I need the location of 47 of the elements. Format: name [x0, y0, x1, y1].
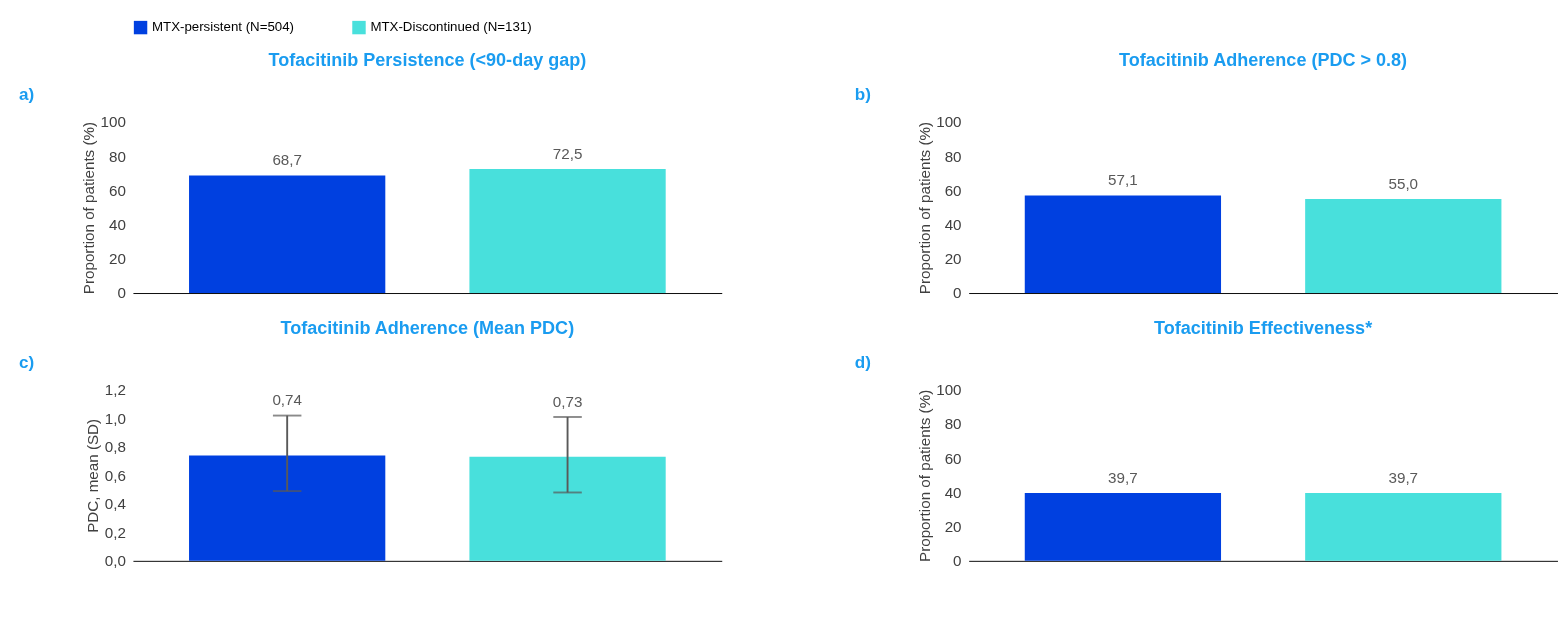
y-axis-title: PDC, mean (SD) [84, 418, 102, 533]
data-label: 55,0 [1388, 174, 1419, 192]
y-tick-label: 60 [944, 181, 962, 199]
chart-title: Tofacitinib Persistence (<90-day gap) [268, 50, 587, 71]
y-tick-label: 40 [944, 215, 962, 233]
y-axis-title: Proportion of patients (%) [915, 389, 933, 562]
y-tick-label: 100 [100, 113, 126, 131]
chart-title: Tofacitinib Adherence (PDC > 0.8) [1119, 50, 1408, 71]
y-tick-label: 80 [108, 147, 126, 165]
y-tick-label: 0 [953, 284, 962, 302]
y-tick-label: 60 [108, 181, 126, 199]
data-label: 57,1 [1108, 170, 1138, 188]
y-tick-label: 0,8 [104, 438, 126, 456]
y-tick-label: 20 [944, 250, 962, 268]
y-tick-label: 0,6 [104, 466, 126, 484]
data-label: 0,74 [272, 391, 302, 409]
chart-title: Tofacitinib Adherence (Mean PDC) [280, 317, 575, 338]
y-axis-title: Proportion of patients (%) [915, 121, 933, 295]
y-tick-label: 100 [936, 113, 962, 131]
y-tick-label: 20 [108, 250, 126, 268]
text: c) [18, 353, 35, 373]
y-tick-label: 0,2 [104, 523, 126, 541]
y-tick-label: 0,4 [104, 495, 126, 513]
y-tick-label: 100 [936, 381, 962, 399]
legend-label: MTX-Discontinued (N=131) [370, 19, 532, 35]
y-tick-label: 1,2 [104, 381, 126, 399]
y-tick-label: 0 [117, 284, 126, 302]
text: d) [854, 353, 871, 373]
y-axis-title: Proportion of patients (%) [79, 121, 97, 295]
y-tick-label: 0,0 [104, 552, 126, 570]
data-label: 39,7 [1388, 468, 1419, 486]
legend-label: MTX-persistent (N=504) [151, 19, 295, 35]
text: b) [854, 85, 871, 105]
data-label: 39,7 [1108, 468, 1138, 486]
y-tick-label: 0 [953, 552, 962, 570]
y-tick-label: 40 [108, 215, 126, 233]
y-tick-label: 40 [944, 483, 962, 501]
y-tick-label: 60 [944, 449, 962, 467]
data-label: 0,73 [552, 392, 583, 410]
y-tick-label: 20 [944, 517, 962, 535]
y-tick-label: 80 [944, 147, 962, 165]
text: a) [18, 85, 35, 105]
data-label: 72,5 [552, 144, 583, 162]
data-label: 68,7 [272, 151, 302, 169]
y-tick-label: 1,0 [104, 409, 126, 427]
chart-title: Tofacitinib Effectiveness* [1154, 317, 1373, 338]
y-tick-label: 80 [944, 415, 962, 433]
